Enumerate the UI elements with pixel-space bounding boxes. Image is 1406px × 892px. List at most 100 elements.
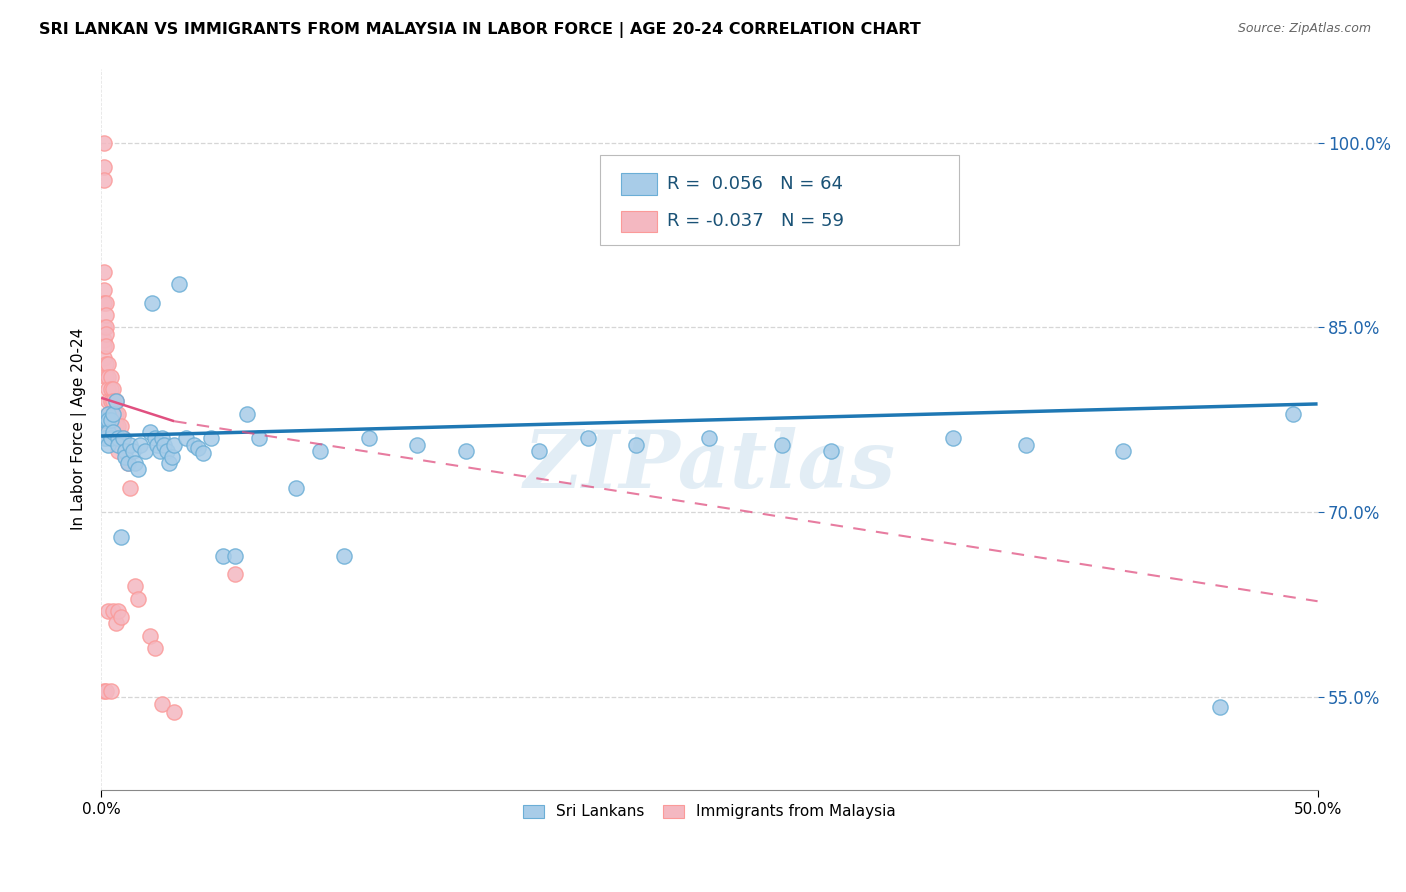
Point: [93, 160, 115, 174]
Point: [110, 432, 132, 446]
Point: [124, 456, 146, 470]
Point: [1014, 437, 1036, 451]
Point: [100, 382, 122, 396]
Point: [94, 326, 117, 341]
Point: [97, 413, 120, 427]
Point: [224, 567, 246, 582]
Point: [236, 407, 259, 421]
Point: [146, 437, 169, 451]
Point: [103, 419, 125, 434]
Point: [224, 549, 246, 563]
Point: [93, 413, 115, 427]
Point: [93, 284, 115, 298]
Point: [104, 407, 127, 421]
Point: [97, 437, 120, 451]
Point: [97, 394, 120, 409]
Point: [1112, 443, 1135, 458]
Point: [100, 413, 122, 427]
Point: [97, 604, 120, 618]
Point: [942, 432, 965, 446]
Point: [93, 432, 115, 446]
Point: [200, 432, 222, 446]
Point: [93, 265, 115, 279]
Point: [148, 443, 170, 458]
Point: [112, 432, 135, 446]
Point: [112, 432, 135, 446]
Point: [167, 277, 190, 292]
Point: [94, 432, 117, 446]
Point: [97, 358, 120, 372]
Point: [114, 443, 136, 458]
Point: [454, 443, 477, 458]
Point: [94, 358, 117, 372]
Point: [1209, 700, 1232, 714]
Point: [103, 394, 125, 409]
Y-axis label: In Labor Force | Age 20-24: In Labor Force | Age 20-24: [72, 328, 87, 531]
Point: [120, 481, 142, 495]
Point: [103, 604, 125, 618]
Point: [93, 172, 115, 186]
Point: [121, 443, 143, 458]
Point: [127, 462, 149, 476]
Point: [284, 481, 307, 495]
Point: [93, 295, 115, 310]
Point: [107, 437, 129, 451]
Point: [699, 432, 721, 446]
Point: [117, 456, 139, 470]
Point: [114, 443, 136, 458]
Point: [104, 419, 127, 434]
Point: [94, 320, 117, 334]
Point: [107, 432, 129, 446]
Point: [357, 432, 380, 446]
Point: [187, 442, 209, 456]
Point: [576, 432, 599, 446]
Point: [93, 339, 115, 353]
Point: [143, 641, 166, 656]
Point: [93, 333, 115, 347]
Point: [153, 437, 176, 451]
Point: [211, 549, 233, 563]
Point: [626, 437, 648, 451]
Text: SRI LANKAN VS IMMIGRANTS FROM MALAYSIA IN LABOR FORCE | AGE 20-24 CORRELATION CH: SRI LANKAN VS IMMIGRANTS FROM MALAYSIA I…: [39, 22, 921, 38]
Point: [141, 295, 163, 310]
Point: [160, 450, 183, 464]
Text: R = -0.037   N = 59: R = -0.037 N = 59: [666, 212, 844, 230]
Point: [97, 425, 120, 440]
Point: [100, 432, 122, 446]
Point: [94, 295, 117, 310]
Point: [110, 610, 132, 624]
Point: [97, 407, 120, 421]
Point: [1282, 407, 1305, 421]
Point: [333, 549, 356, 563]
Point: [157, 456, 180, 470]
Point: [93, 351, 115, 366]
Point: [120, 437, 142, 451]
Point: [163, 437, 186, 451]
Point: [163, 705, 186, 719]
Point: [97, 369, 120, 384]
Point: [94, 369, 117, 384]
Point: [103, 407, 125, 421]
Point: [107, 419, 129, 434]
FancyBboxPatch shape: [600, 155, 959, 245]
Point: [94, 339, 117, 353]
Point: [143, 432, 166, 446]
FancyBboxPatch shape: [620, 211, 657, 232]
Text: R =  0.056   N = 64: R = 0.056 N = 64: [666, 175, 842, 193]
Point: [100, 394, 122, 409]
Point: [97, 419, 120, 434]
Point: [124, 579, 146, 593]
Point: [93, 320, 115, 334]
Point: [103, 407, 125, 421]
Point: [134, 443, 156, 458]
Point: [114, 450, 136, 464]
Point: [107, 604, 129, 618]
Point: [94, 684, 117, 698]
Legend: Sri Lankans, Immigrants from Malaysia: Sri Lankans, Immigrants from Malaysia: [516, 798, 903, 826]
Point: [193, 446, 215, 460]
Point: [94, 308, 117, 322]
Point: [93, 684, 115, 698]
Point: [100, 684, 122, 698]
Point: [97, 382, 120, 396]
FancyBboxPatch shape: [620, 173, 657, 194]
